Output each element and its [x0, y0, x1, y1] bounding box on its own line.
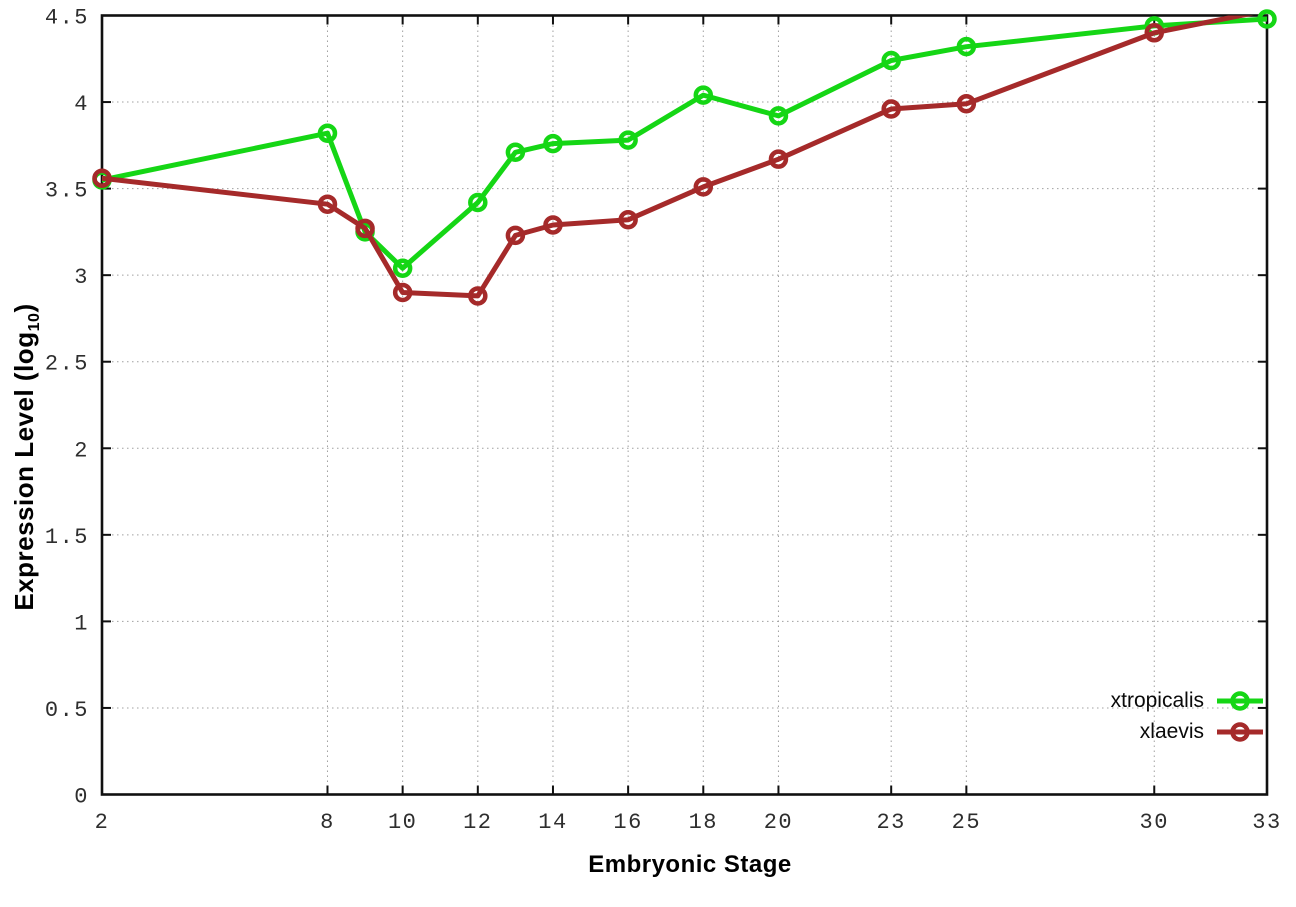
- x-tick-labels: 2 8 10 12 14 16 18 20 23 25 30 33: [95, 810, 1281, 835]
- data-point-xtropicalis-13: [505, 142, 526, 163]
- y-tick-label: 0: [74, 785, 89, 810]
- data-point-xlaevis-30: [1144, 23, 1165, 43]
- y-tick-label: 1.5: [45, 525, 89, 550]
- data-point-xlaevis-14: [543, 215, 563, 235]
- data-point-xtropicalis-33: [1257, 9, 1277, 29]
- legend-item-xlaevis: xlaevis: [1140, 716, 1266, 747]
- y-tick-label: 4: [74, 92, 89, 117]
- legend-marker-xlaevis: [1217, 721, 1263, 742]
- x-tick-label: 10: [388, 810, 417, 835]
- data-point-xlaevis-13: [505, 225, 526, 246]
- data-point-xlaevis-2: [92, 168, 112, 188]
- data-point-xlaevis-9: [355, 218, 375, 239]
- y-tick-label: 3.5: [45, 179, 89, 204]
- y-axis-label-subscript: 10: [25, 312, 44, 332]
- y-tick-label: 2.5: [45, 352, 89, 377]
- data-point-xtropicalis-12: [468, 192, 488, 213]
- y-tick-label: 4.5: [45, 6, 89, 31]
- data-point-xtropicalis-16: [618, 130, 638, 150]
- series-xtropicalis: [92, 9, 1277, 278]
- data-point-xlaevis-23: [881, 99, 901, 119]
- data-point-xtropicalis-14: [543, 133, 563, 154]
- y-tick-labels: 0 0.5 1 1.5 2 2.5 3 3.5 4 4.5: [45, 6, 89, 810]
- y-axis-label: Expression Level (log10): [7, 157, 44, 757]
- series-xlaevis: [92, 15, 1254, 306]
- y-tick-label: 0.5: [45, 698, 89, 723]
- x-tick-label: 20: [764, 810, 793, 835]
- series-line-xlaevis: [102, 15, 1254, 299]
- legend-marker-xtropicalis: [1217, 690, 1263, 711]
- x-axis-label: Embryonic Stage: [588, 851, 792, 878]
- gridlines: [102, 15, 1267, 795]
- data-point-xlaevis-8: [317, 194, 338, 214]
- legend: xtropicalis xlaevis: [900, 685, 1266, 747]
- plot-border: [100, 14, 1269, 796]
- x-tick-label: 2: [95, 810, 110, 835]
- data-point-xtropicalis-10: [392, 258, 413, 278]
- data-point-xtropicalis-18: [693, 85, 714, 105]
- legend-label-xlaevis: xlaevis: [1139, 719, 1204, 743]
- data-point-xtropicalis-25: [956, 36, 977, 57]
- y-axis-label-text: Expression Level (log: [9, 331, 39, 611]
- y-tick-label: 3: [74, 265, 89, 290]
- data-point-xtropicalis-8: [317, 123, 338, 143]
- data-point-xtropicalis-20: [768, 106, 789, 126]
- data-point-xlaevis-20: [768, 149, 789, 169]
- y-tick-label: 1: [74, 611, 89, 636]
- x-tick-label: 30: [1140, 810, 1169, 835]
- x-tick-label: 16: [613, 810, 642, 835]
- x-tick-label: 25: [952, 810, 981, 835]
- y-axis-label-suffix: ): [9, 303, 39, 313]
- x-tick-label: 8: [320, 810, 335, 835]
- legend-point-sample: [1230, 721, 1250, 742]
- legend-label-xtropicalis: xtropicalis: [1110, 688, 1204, 712]
- data-point-xlaevis-16: [618, 210, 638, 230]
- x-tick-label: 23: [876, 810, 905, 835]
- x-tick-label: 33: [1252, 810, 1281, 835]
- legend-item-xtropicalis: xtropicalis: [1111, 685, 1266, 716]
- y-tick-label: 2: [74, 438, 89, 463]
- data-point-xlaevis-10: [392, 282, 413, 303]
- data-point-xlaevis-25: [956, 94, 977, 114]
- x-tick-label: 12: [463, 810, 492, 835]
- x-tick-label: 18: [689, 810, 718, 835]
- x-tick-label: 14: [538, 810, 567, 835]
- data-point-xlaevis-18: [693, 177, 714, 197]
- legend-point-sample: [1230, 690, 1250, 711]
- data-point-xlaevis-12: [468, 286, 488, 306]
- axis-ticks: [101, 14, 1268, 796]
- data-point-xtropicalis-23: [881, 50, 901, 71]
